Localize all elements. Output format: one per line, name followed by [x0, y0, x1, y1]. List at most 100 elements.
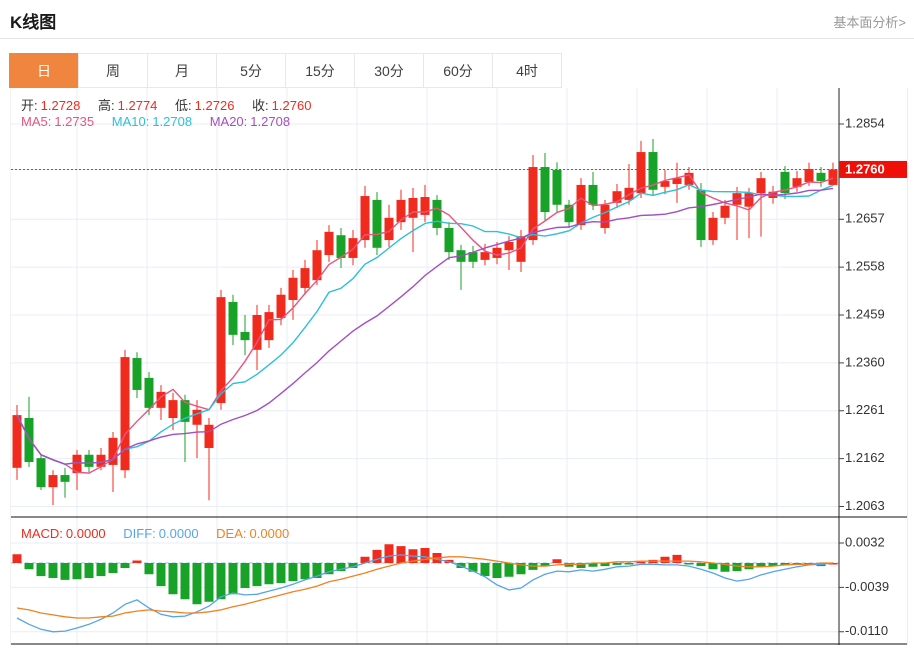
candle [312, 250, 322, 281]
macd-bar [36, 563, 46, 577]
macd-bar [480, 563, 490, 577]
page-title: K线图 [10, 13, 57, 32]
ma20-line [16, 187, 834, 465]
candle [372, 199, 382, 248]
candle [636, 152, 646, 194]
macd-axis-label: -0.0039 [845, 579, 889, 594]
candle [36, 458, 46, 488]
macd-bar [576, 563, 586, 568]
candle [288, 277, 298, 301]
candle [12, 415, 22, 468]
candle [24, 418, 34, 463]
candle [516, 236, 526, 262]
candle [660, 181, 670, 187]
candle [168, 400, 178, 419]
tab-min30[interactable]: 30分 [354, 53, 424, 88]
macd-bar [192, 563, 202, 605]
price-axis-label: 1.2459 [845, 306, 885, 321]
macd-bar [516, 563, 526, 575]
price-axis-label: 1.2162 [845, 450, 885, 465]
candle [204, 424, 214, 448]
price-axis-label: 1.2854 [845, 115, 885, 130]
dea-line [16, 556, 833, 619]
candle [240, 331, 250, 341]
macd-bar [132, 560, 142, 563]
candle [216, 297, 226, 404]
tab-min15[interactable]: 15分 [285, 53, 355, 88]
candle [48, 475, 58, 488]
macd-bar [84, 563, 94, 578]
current-price-value: 1.2760 [845, 161, 885, 176]
candle [540, 167, 550, 213]
candle [408, 197, 418, 218]
candle [420, 197, 430, 215]
candle [828, 169, 838, 185]
macd-bar [468, 563, 478, 572]
macd-bar [204, 563, 214, 602]
macd-bar [828, 563, 838, 565]
candle [780, 171, 790, 194]
candle [624, 187, 634, 200]
price-axis-label: 1.2360 [845, 354, 885, 369]
candle [300, 268, 310, 288]
price-tag: 1.2760 [839, 160, 907, 178]
tab-min5[interactable]: 5分 [216, 53, 286, 88]
candle [468, 252, 478, 262]
macd-bar [600, 563, 610, 567]
candle [132, 358, 142, 390]
candle [528, 167, 538, 241]
kline-chart-panel: 1.2854 1.2657 1.2558 1.2459 1.2360 1.2261 1.21… [10, 88, 908, 645]
macd-bar [72, 563, 82, 580]
candle [108, 437, 118, 465]
candle [600, 204, 610, 228]
macd-bar [276, 563, 286, 583]
candle [396, 199, 406, 223]
candle [444, 227, 454, 253]
price-axis: 1.2854 1.2657 1.2558 1.2459 1.2360 1.2261 1.21… [839, 115, 889, 638]
macd-bar [324, 563, 334, 575]
tab-week[interactable]: 周 [78, 53, 148, 88]
tab-day[interactable]: 日 [9, 53, 79, 88]
macd-bar [660, 556, 670, 563]
tab-min60[interactable]: 60分 [423, 53, 493, 88]
macd-bar [336, 563, 346, 572]
macd-histogram [12, 544, 838, 605]
macd-axis-label: 0.0032 [845, 534, 885, 549]
macd-bar [180, 563, 190, 600]
macd-bar [672, 554, 682, 563]
macd-bar [300, 563, 310, 580]
macd-bar [588, 563, 598, 567]
macd-bar [504, 563, 514, 577]
tab-month[interactable]: 月 [147, 53, 217, 88]
candle [708, 217, 718, 241]
macd-bar [420, 548, 430, 563]
macd-bar [12, 554, 22, 563]
macd-bar [60, 563, 70, 580]
macd-bar [744, 563, 754, 570]
candle [804, 168, 814, 183]
candle [84, 454, 94, 467]
candle [672, 178, 682, 184]
candle [480, 252, 490, 260]
panel-borders [11, 88, 907, 645]
kline-chart[interactable]: 1.2854 1.2657 1.2558 1.2459 1.2360 1.2261 1.21… [11, 88, 907, 645]
candle [552, 169, 562, 205]
macd-bar [108, 563, 118, 573]
price-axis-label: 1.2261 [845, 402, 885, 417]
macd-bar [384, 544, 394, 563]
price-axis-label: 1.2657 [845, 211, 885, 226]
fundamental-analysis-link[interactable]: 基本面分析> [833, 15, 906, 30]
macd-bar [756, 563, 766, 567]
candle [348, 238, 358, 258]
macd-bar [312, 563, 322, 578]
tab-hour4[interactable]: 4时 [492, 53, 562, 88]
macd-bar [120, 563, 130, 568]
macd-bar [48, 563, 58, 578]
macd-bar [732, 563, 742, 572]
macd-bar [24, 563, 34, 570]
candle [612, 191, 622, 203]
candle [648, 152, 658, 190]
price-axis-label: 1.2558 [845, 259, 885, 274]
macd-bar [144, 563, 154, 575]
candle [120, 357, 130, 471]
